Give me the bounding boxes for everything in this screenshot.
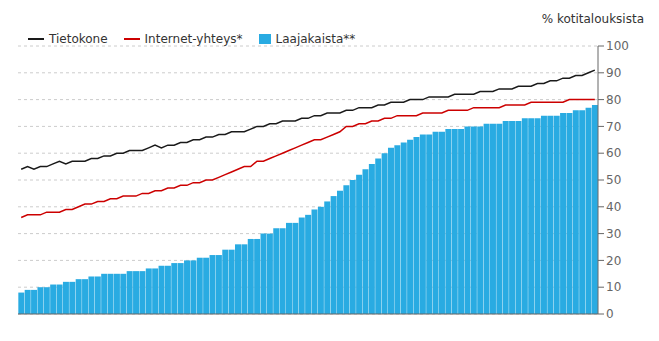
svg-text:20: 20: [606, 254, 621, 268]
html-text:Tietokone: Tietokone: [49, 32, 108, 46]
svg-text:70: 70: [606, 120, 621, 134]
svg-text:30: 30: [606, 227, 621, 241]
svg-text:10: 10: [606, 280, 621, 294]
html-text:Laajakaista**: Laajakaista**: [275, 32, 356, 46]
svg-text:50: 50: [606, 173, 621, 187]
svg-text:100: 100: [606, 39, 629, 53]
svg-text:90: 90: [606, 66, 621, 80]
svg-text:80: 80: [606, 93, 621, 107]
svg-text:60: 60: [606, 146, 621, 160]
html-text:% kotitalouksista: % kotitalouksista: [541, 12, 644, 26]
svg-text:0: 0: [606, 307, 614, 321]
svg-text:40: 40: [606, 200, 621, 214]
html-text:Internet-yhteys*: Internet-yhteys*: [144, 32, 243, 46]
